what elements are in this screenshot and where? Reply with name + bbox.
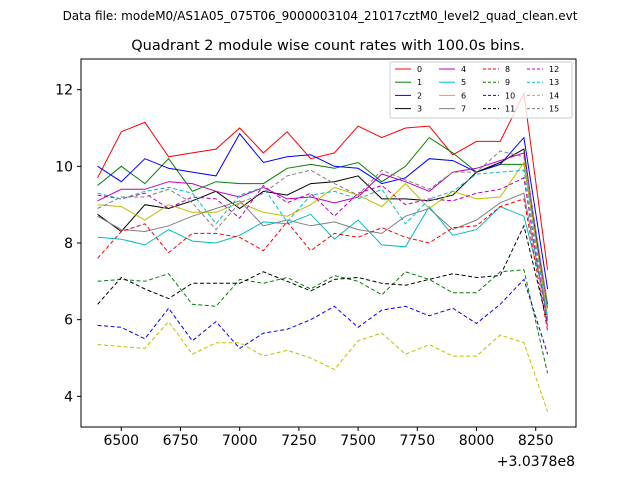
legend-label-14: 14 [549,91,559,100]
x-tick-label: 7250 [281,433,317,449]
legend-label-7: 7 [461,105,466,114]
x-tick-label: 7000 [222,433,258,449]
series-line-1 [97,136,549,305]
x-tick-label: 8250 [518,433,554,449]
legend-label-11: 11 [505,105,515,114]
y-tick-label: 8 [64,236,73,252]
legend-label-9: 9 [505,78,510,87]
series-line-12 [97,177,549,328]
plot-area [97,91,549,412]
legend-label-5: 5 [461,78,466,87]
legend-label-12: 12 [549,65,559,74]
series-line-7 [97,192,549,320]
legend-label-15: 15 [549,105,559,114]
x-tick-label: 7500 [340,433,376,449]
y-axis: 4 6 8 10 12 [55,83,81,405]
y-tick-label: 12 [55,83,73,99]
x-axis-offset-label: +3.0378e8 [497,454,575,470]
series-line-11 [97,224,549,324]
x-axis: 6500 6750 7000 7250 7500 7750 8000 8250 [103,427,554,449]
legend-label-0: 0 [417,65,422,74]
series-line-8 [97,198,549,332]
y-tick-label: 10 [55,159,73,175]
legend-label-8: 8 [505,65,510,74]
series-line-5 [97,205,549,309]
y-tick-label: 6 [64,313,73,329]
series-line-10 [97,278,549,355]
legend-label-10: 10 [505,91,515,100]
series-line-4 [97,152,549,309]
x-tick-label: 8000 [459,433,495,449]
legend-label-13: 13 [549,78,559,87]
legend-box [389,61,573,119]
legend-label-6: 6 [461,91,466,100]
series-line-15 [97,150,549,305]
series-line-9 [97,269,549,374]
x-tick-label: 6750 [163,433,199,449]
series-line-14 [97,320,549,412]
series-line-6 [97,161,549,316]
legend-label-4: 4 [461,65,466,74]
series-line-3 [97,148,549,320]
x-tick-label: 7750 [399,433,435,449]
legend-label-3: 3 [417,105,422,114]
chart-title: Quadrant 2 module wise count rates with … [131,38,525,54]
legend-label-2: 2 [417,91,422,100]
chart-suptitle: Data file: modeM0/AS1A05_075T06_90000031… [63,9,578,23]
y-tick-label: 4 [64,389,73,405]
series-line-0 [97,91,549,270]
series-line-13 [97,169,549,320]
x-tick-label: 6500 [103,433,139,449]
series-line-2 [97,132,549,290]
legend-label-1: 1 [417,78,422,87]
